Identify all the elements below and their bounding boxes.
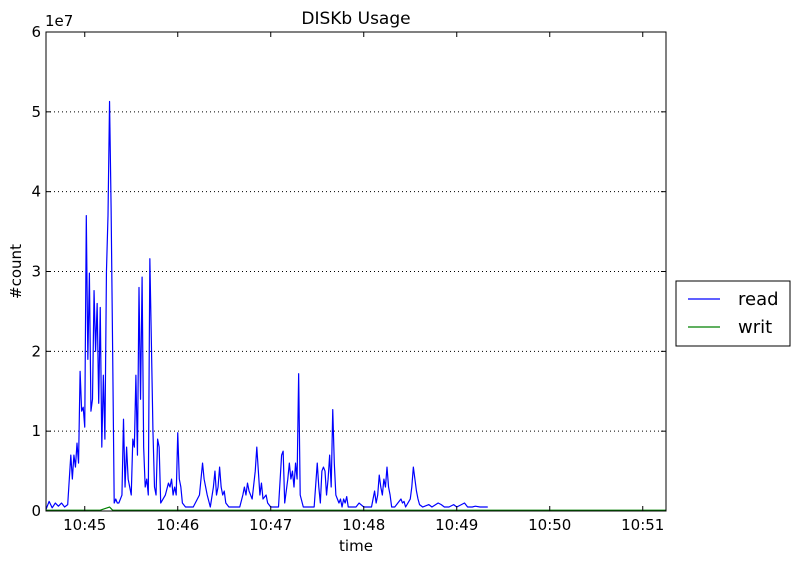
x-tick-label: 10:45	[63, 516, 106, 534]
y-tick-label: 4	[31, 183, 41, 201]
x-tick-label: 10:50	[528, 516, 571, 534]
y-tick-label: 0	[31, 502, 41, 520]
legend-box	[675, 280, 791, 347]
y-axis: 0 1 2 3 4 5 6	[31, 23, 666, 520]
chart-title: DISKb Usage	[301, 9, 410, 29]
y-axis-label: #count	[7, 244, 25, 299]
grid-lines	[46, 111, 666, 432]
y-tick-label: 1	[31, 422, 41, 440]
y-tick-label: 2	[31, 342, 41, 360]
y-tick-label: 5	[31, 103, 41, 121]
legend: read writ	[675, 280, 791, 347]
x-axis-label: time	[339, 537, 373, 555]
y-tick-label: 6	[31, 23, 41, 41]
legend-label-read: read	[738, 289, 779, 310]
x-tick-label: 10:47	[249, 516, 292, 534]
series-line-writ	[46, 506, 666, 511]
y-axis-multiplier: 1e7	[45, 12, 73, 30]
plot-area	[46, 100, 666, 511]
x-tick-label: 10:51	[621, 516, 664, 534]
series-line-read	[46, 100, 488, 510]
x-tick-label: 10:49	[435, 516, 478, 534]
y-tick-label: 3	[31, 263, 41, 281]
x-axis: 10:45 10:46 10:47 10:48 10:49 10:50 10:51	[63, 32, 664, 534]
legend-label-writ: writ	[738, 317, 772, 338]
x-tick-label: 10:48	[342, 516, 385, 534]
x-tick-label: 10:46	[156, 516, 199, 534]
